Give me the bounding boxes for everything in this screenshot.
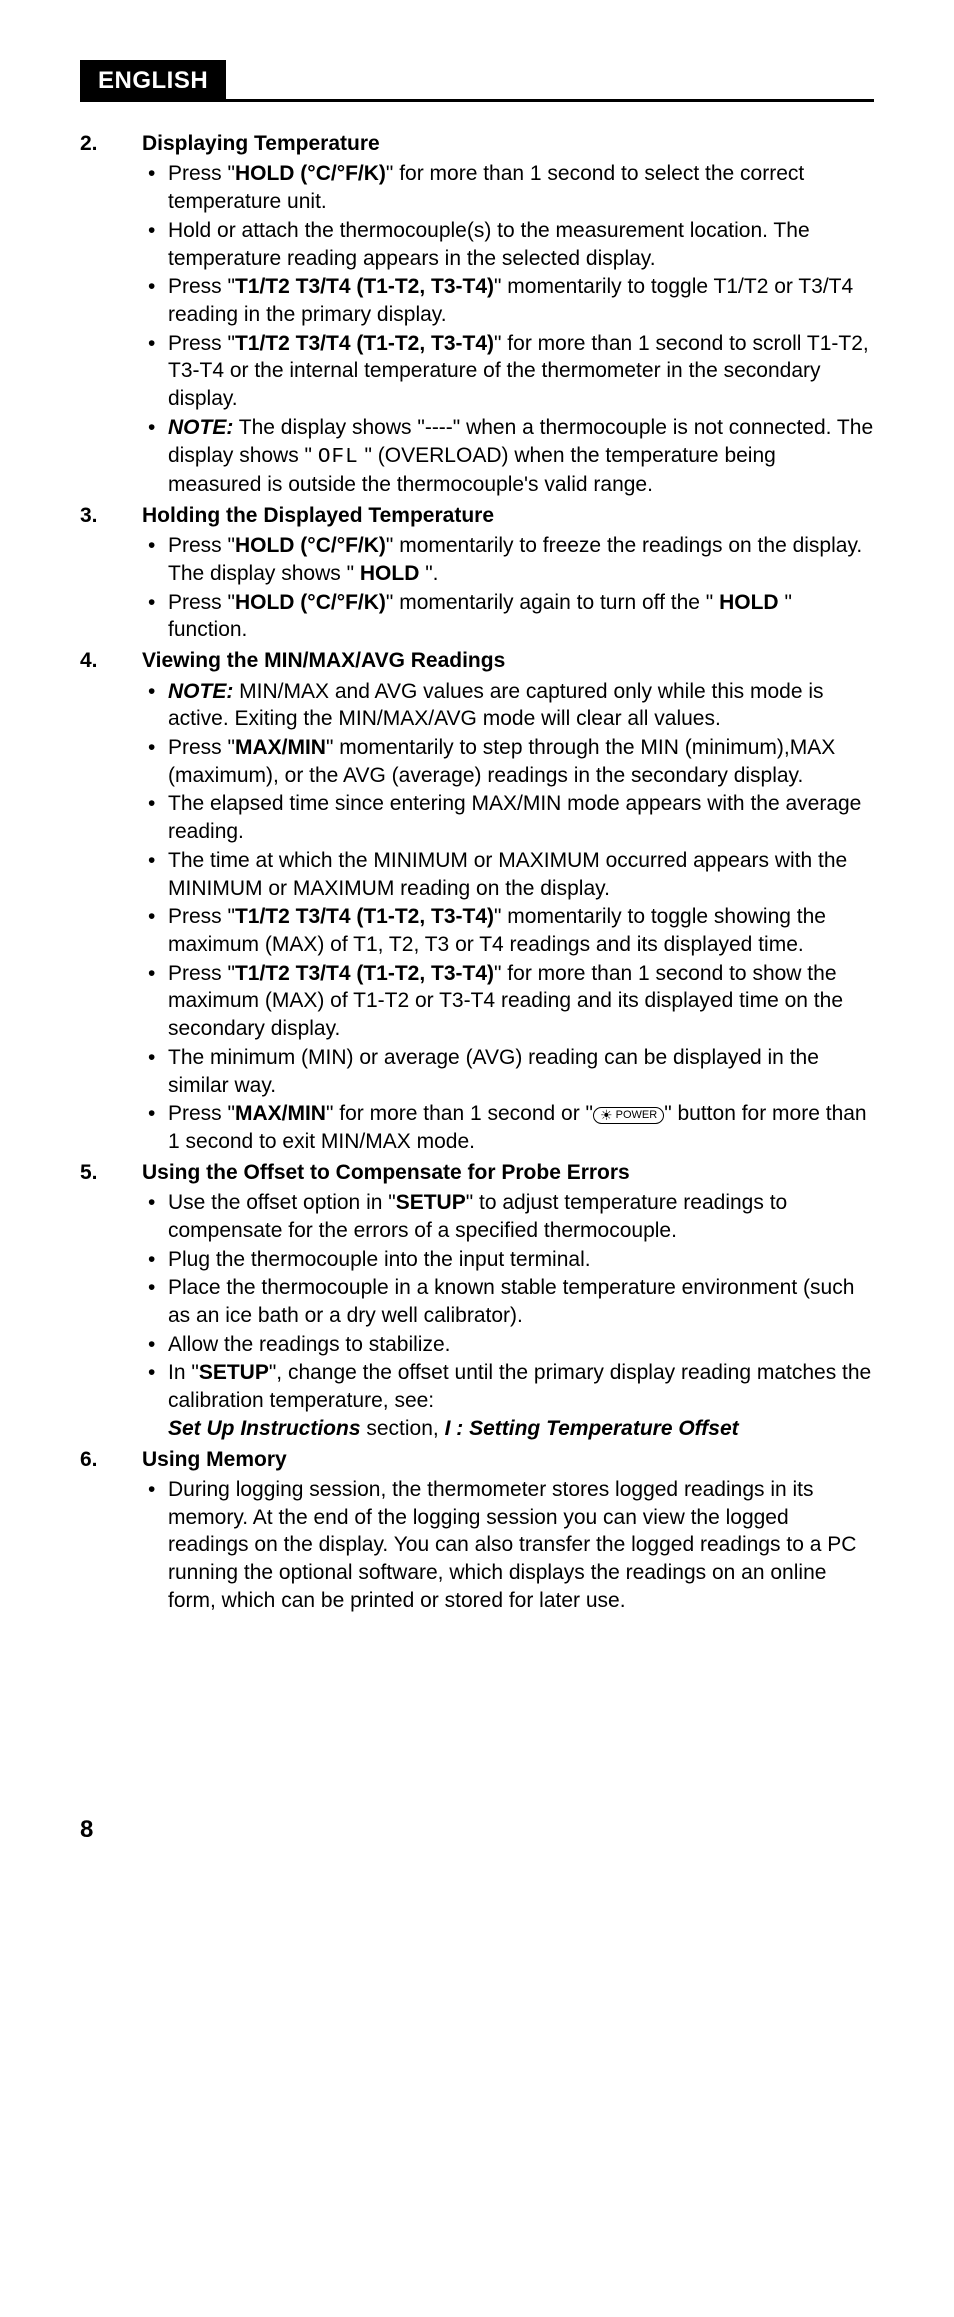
key-t1t2: T1/T2 T3/T4 (T1-T2, T3-T4) xyxy=(235,905,494,928)
section-body: Using MemoryDuring logging session, the … xyxy=(142,1446,874,1616)
header-rule-wrap xyxy=(226,60,874,102)
section-title: Using Memory xyxy=(142,1446,874,1474)
section-body: Holding the Displayed TemperaturePress "… xyxy=(142,502,874,645)
list-item: Press "HOLD (°C/°F/K)" momentarily again… xyxy=(142,589,874,644)
list-item: Press "HOLD (°C/°F/K)" for more than 1 s… xyxy=(142,160,874,215)
key-t1t2: T1/T2 T3/T4 (T1-T2, T3-T4) xyxy=(235,962,494,985)
bullet-list: Press "HOLD (°C/°F/K)" for more than 1 s… xyxy=(142,160,874,499)
section-body: Viewing the MIN/MAX/AVG Readings NOTE: MI… xyxy=(142,647,874,1157)
list-item: Plug the thermocouple into the input ter… xyxy=(142,1246,874,1274)
list-item: The minimum (MIN) or average (AVG) readi… xyxy=(142,1044,874,1099)
list-item: Hold or attach the thermocouple(s) to th… xyxy=(142,217,874,272)
list-item: Press "T1/T2 T3/T4 (T1-T2, T3-T4)" for m… xyxy=(142,960,874,1043)
bullet-list: During logging session, the thermometer … xyxy=(142,1476,874,1615)
hold-label: HOLD xyxy=(719,591,779,614)
section: 4.Viewing the MIN/MAX/AVG Readings NOTE: … xyxy=(80,647,874,1157)
key-setup: SETUP xyxy=(199,1361,269,1384)
section-title: Holding the Displayed Temperature xyxy=(142,502,874,530)
hold-label: HOLD xyxy=(360,562,420,585)
header-bar: ENGLISH xyxy=(80,60,874,102)
section: 2.Displaying TemperaturePress "HOLD (°C/… xyxy=(80,130,874,500)
ref-setting-offset: I : Setting Temperature Offset xyxy=(445,1417,739,1440)
page-content: 2.Displaying TemperaturePress "HOLD (°C/… xyxy=(80,130,874,1616)
key-hold: HOLD (°C/°F/K) xyxy=(235,591,386,614)
section: 3.Holding the Displayed TemperaturePress… xyxy=(80,502,874,645)
bullet-list: Press "HOLD (°C/°F/K)" momentarily to fr… xyxy=(142,532,874,644)
list-item: In "SETUP", change the offset until the … xyxy=(142,1359,874,1442)
key-maxmin: MAX/MIN xyxy=(235,736,326,759)
section-number: 6. xyxy=(80,1446,142,1616)
section-number: 2. xyxy=(80,130,142,500)
ref-setup-instructions: Set Up Instructions xyxy=(168,1417,361,1440)
key-hold: HOLD (°C/°F/K) xyxy=(235,534,386,557)
list-item: Press "MAX/MIN" momentarily to step thro… xyxy=(142,734,874,789)
list-item: Press "HOLD (°C/°F/K)" momentarily to fr… xyxy=(142,532,874,587)
ofl-indicator: OFL xyxy=(318,446,359,469)
section-body: Displaying TemperaturePress "HOLD (°C/°F… xyxy=(142,130,874,500)
section-number: 5. xyxy=(80,1159,142,1444)
key-t1t2: T1/T2 T3/T4 (T1-T2, T3-T4) xyxy=(235,275,494,298)
section-number: 3. xyxy=(80,502,142,645)
section: 6.Using MemoryDuring logging session, th… xyxy=(80,1446,874,1616)
note-label: NOTE: xyxy=(168,416,233,439)
list-item: Press "T1/T2 T3/T4 (T1-T2, T3-T4)" momen… xyxy=(142,903,874,958)
list-item: NOTE: The display shows "----" when a th… xyxy=(142,414,874,499)
language-tab: ENGLISH xyxy=(80,60,226,102)
list-item: Allow the readings to stabilize. xyxy=(142,1331,874,1359)
list-item: Place the thermocouple in a known stable… xyxy=(142,1274,874,1329)
list-item: Press "MAX/MIN" for more than 1 second o… xyxy=(142,1100,874,1155)
page-number: 8 xyxy=(80,1816,874,1844)
section-title: Using the Offset to Compensate for Probe… xyxy=(142,1159,874,1187)
section-number: 4. xyxy=(80,647,142,1157)
list-item: During logging session, the thermometer … xyxy=(142,1476,874,1615)
list-item: Press "T1/T2 T3/T4 (T1-T2, T3-T4)" for m… xyxy=(142,330,874,413)
list-item: The time at which the MINIMUM or MAXIMUM… xyxy=(142,847,874,902)
power-button-icon: ☀ POWER xyxy=(593,1107,664,1124)
note-label: NOTE: xyxy=(168,680,233,703)
section-title: Displaying Temperature xyxy=(142,130,874,158)
section-body: Using the Offset to Compensate for Probe… xyxy=(142,1159,874,1444)
header-rule xyxy=(226,99,874,102)
key-maxmin: MAX/MIN xyxy=(235,1102,326,1125)
key-hold: HOLD (°C/°F/K) xyxy=(235,162,386,185)
list-item: Use the offset option in "SETUP" to adju… xyxy=(142,1189,874,1244)
bullet-list: Use the offset option in "SETUP" to adju… xyxy=(142,1189,874,1442)
bullet-list: NOTE: MIN/MAX and AVG values are capture… xyxy=(142,678,874,1156)
key-t1t2: T1/T2 T3/T4 (T1-T2, T3-T4) xyxy=(235,332,494,355)
section: 5.Using the Offset to Compensate for Pro… xyxy=(80,1159,874,1444)
section-title: Viewing the MIN/MAX/AVG Readings xyxy=(142,647,874,675)
list-item: NOTE: MIN/MAX and AVG values are capture… xyxy=(142,678,874,733)
list-item: Press "T1/T2 T3/T4 (T1-T2, T3-T4)" momen… xyxy=(142,273,874,328)
list-item: The elapsed time since entering MAX/MIN … xyxy=(142,790,874,845)
key-setup: SETUP xyxy=(396,1191,466,1214)
